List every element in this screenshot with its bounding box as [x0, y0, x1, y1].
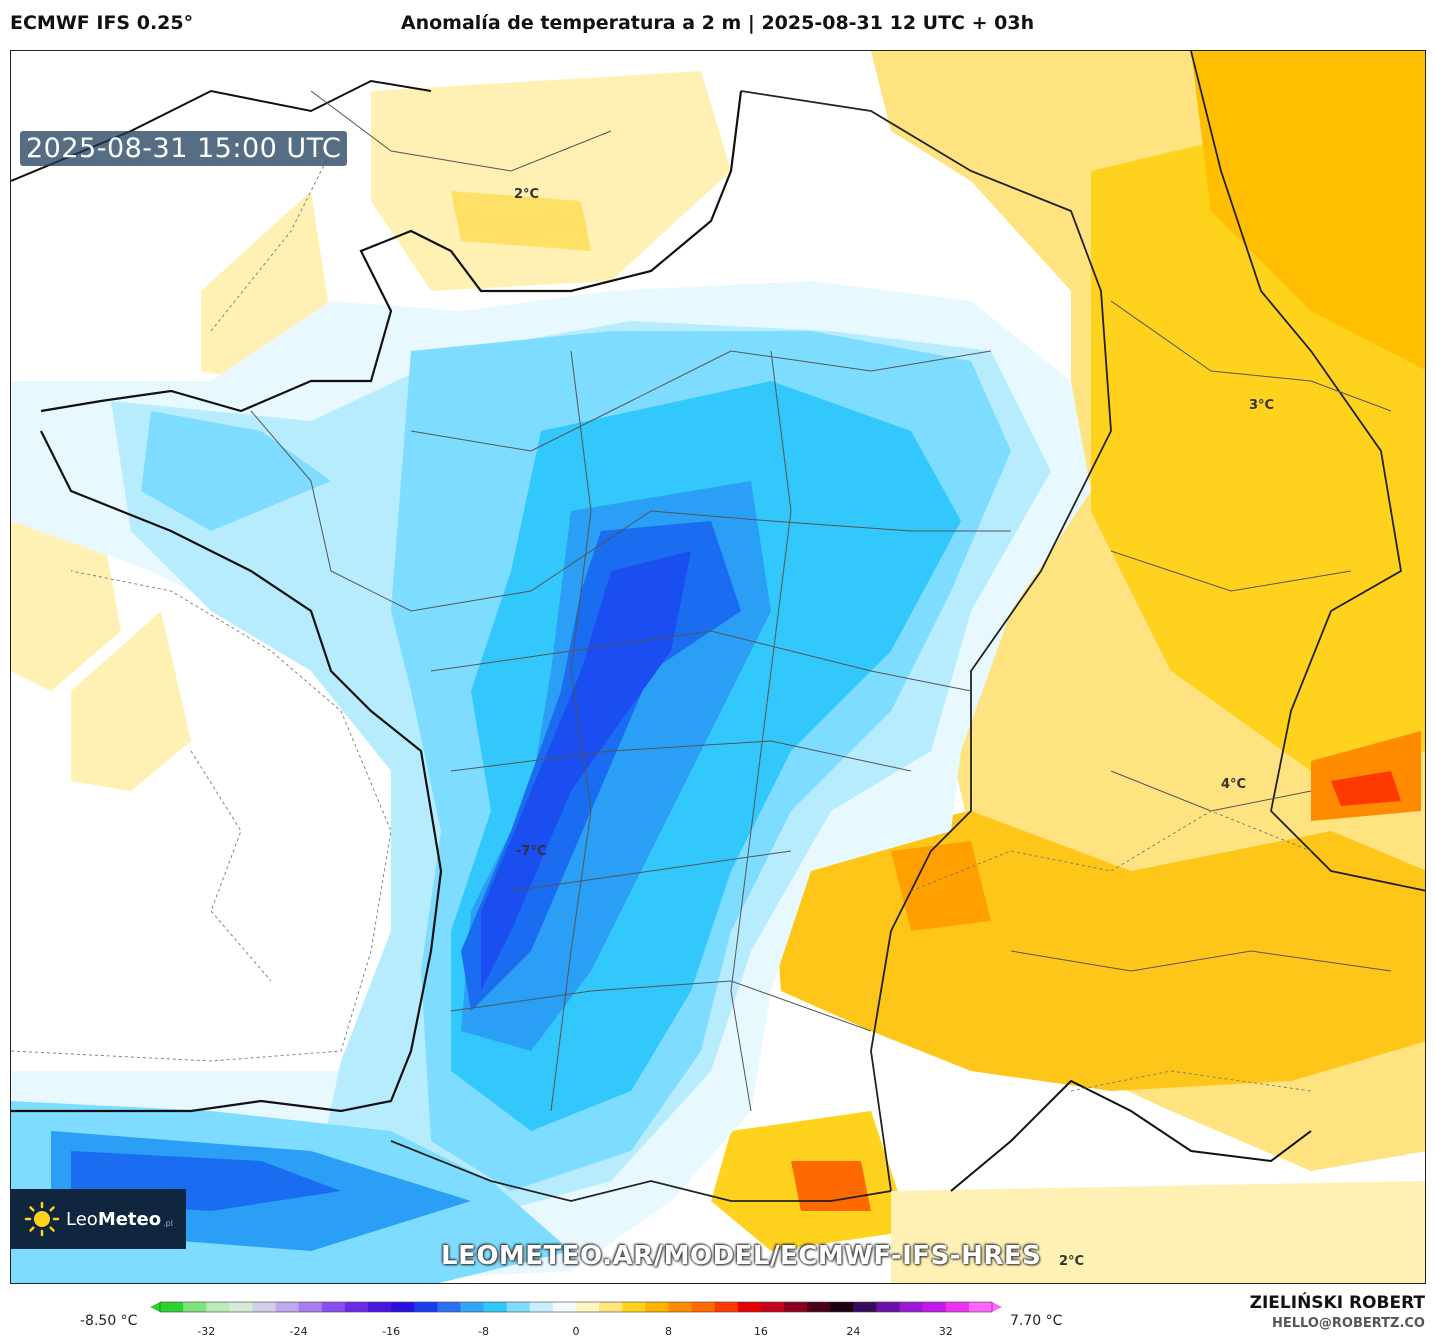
colorbar-swatch: [206, 1302, 230, 1312]
colorbar-max-arrow: [992, 1302, 1002, 1312]
colorbar-swatch: [622, 1302, 646, 1312]
colorbar-max-label: 7.70 °C: [1010, 1313, 1063, 1329]
colorbar-swatch: [830, 1302, 854, 1312]
colorbar-swatch: [853, 1302, 877, 1312]
colorbar-swatch: [922, 1302, 947, 1312]
colorbar-swatch: [344, 1302, 369, 1312]
colorbar-tick-label: 32: [938, 1325, 953, 1338]
colorbar-swatch: [437, 1302, 461, 1312]
colorbar-tick-label: 16: [753, 1325, 768, 1338]
colorbar-swatch: [876, 1302, 901, 1312]
colorbar-swatch: [899, 1302, 924, 1312]
colorbar-swatch: [968, 1302, 993, 1312]
colorbar-swatch: [229, 1302, 253, 1312]
colorbar-swatch: [714, 1302, 739, 1312]
colorbar-swatch: [321, 1302, 346, 1312]
temperature-anomaly-map: 2025-08-31 15:00 UTC 2°C 3°C 4°C -7°C 2°…: [10, 50, 1426, 1284]
colorbar-tick-label: -16: [382, 1325, 401, 1338]
colorbar-swatch: [576, 1302, 600, 1312]
colorbar-tick-label: 0: [572, 1325, 580, 1338]
logo-text: LeoMeteo: [66, 1208, 162, 1230]
source-url-watermark: LEOMETEO.AR/MODEL/ECMWF-IFS-HRES: [441, 1241, 1042, 1271]
colorbar-swatch: [737, 1302, 762, 1312]
colorbar-tick-label: -8: [478, 1325, 490, 1338]
colorbar-swatch: [391, 1302, 415, 1312]
logo-suffix: .pl: [163, 1218, 173, 1228]
colorbar-min-arrow: [150, 1302, 160, 1312]
colorbar-swatch: [252, 1302, 277, 1312]
colorbar-swatch: [529, 1302, 554, 1312]
colorbar-swatch: [414, 1302, 438, 1312]
colorbar-swatch: [275, 1302, 300, 1312]
contour-label-aquitaine: -7°C: [516, 844, 547, 859]
colorbar-swatch: [160, 1302, 184, 1312]
map-title: Anomalía de temperatura a 2 m | 2025-08-…: [400, 12, 1035, 34]
colorbar-swatch: [645, 1302, 669, 1312]
colorbar-swatch: [298, 1302, 323, 1312]
author-email: HELLO@ROBERTZ.CO: [1271, 1316, 1425, 1331]
author-name: ZIELIŃSKI ROBERT: [1249, 1293, 1425, 1313]
contour-label-channel: 2°C: [514, 187, 540, 202]
colorbar-tick-label: -24: [289, 1325, 308, 1338]
colorbar-swatch: [368, 1302, 392, 1312]
colorbar-swatch: [807, 1302, 831, 1312]
valid-time-badge: 2025-08-31 15:00 UTC: [20, 131, 348, 166]
colorbar: [150, 1301, 1002, 1313]
colorbar-border: [159, 1301, 993, 1313]
map-canvas: [11, 51, 1425, 1283]
colorbar-swatch: [691, 1302, 716, 1312]
colorbar-swatch: [599, 1302, 623, 1312]
colorbar-swatch: [552, 1302, 577, 1312]
colorbar-min-label: -8.50 °C: [80, 1313, 138, 1329]
colorbar-swatch: [483, 1302, 508, 1312]
contour-label-alps: 4°C: [1221, 777, 1247, 792]
colorbar-tick-label: 8: [664, 1325, 672, 1338]
contour-label-mediterranean: 2°C: [1059, 1254, 1085, 1269]
colorbar-swatch: [460, 1302, 485, 1312]
colorbar-swatch: [784, 1302, 808, 1312]
sun-icon: [24, 1201, 60, 1237]
colorbar-swatch: [506, 1302, 531, 1312]
colorbar-tick-label: 24: [846, 1325, 861, 1338]
colorbar-tick-label: -32: [197, 1325, 216, 1338]
colorbar-swatch: [760, 1302, 785, 1312]
leometeo-logo: LeoMeteo .pl: [10, 1189, 186, 1249]
colorbar-swatch: [183, 1302, 207, 1312]
colorbar-swatch: [668, 1302, 693, 1312]
contour-label-germany: 3°C: [1249, 398, 1275, 413]
colorbar-swatch: [945, 1302, 970, 1312]
model-name: ECMWF IFS 0.25°: [10, 12, 194, 34]
